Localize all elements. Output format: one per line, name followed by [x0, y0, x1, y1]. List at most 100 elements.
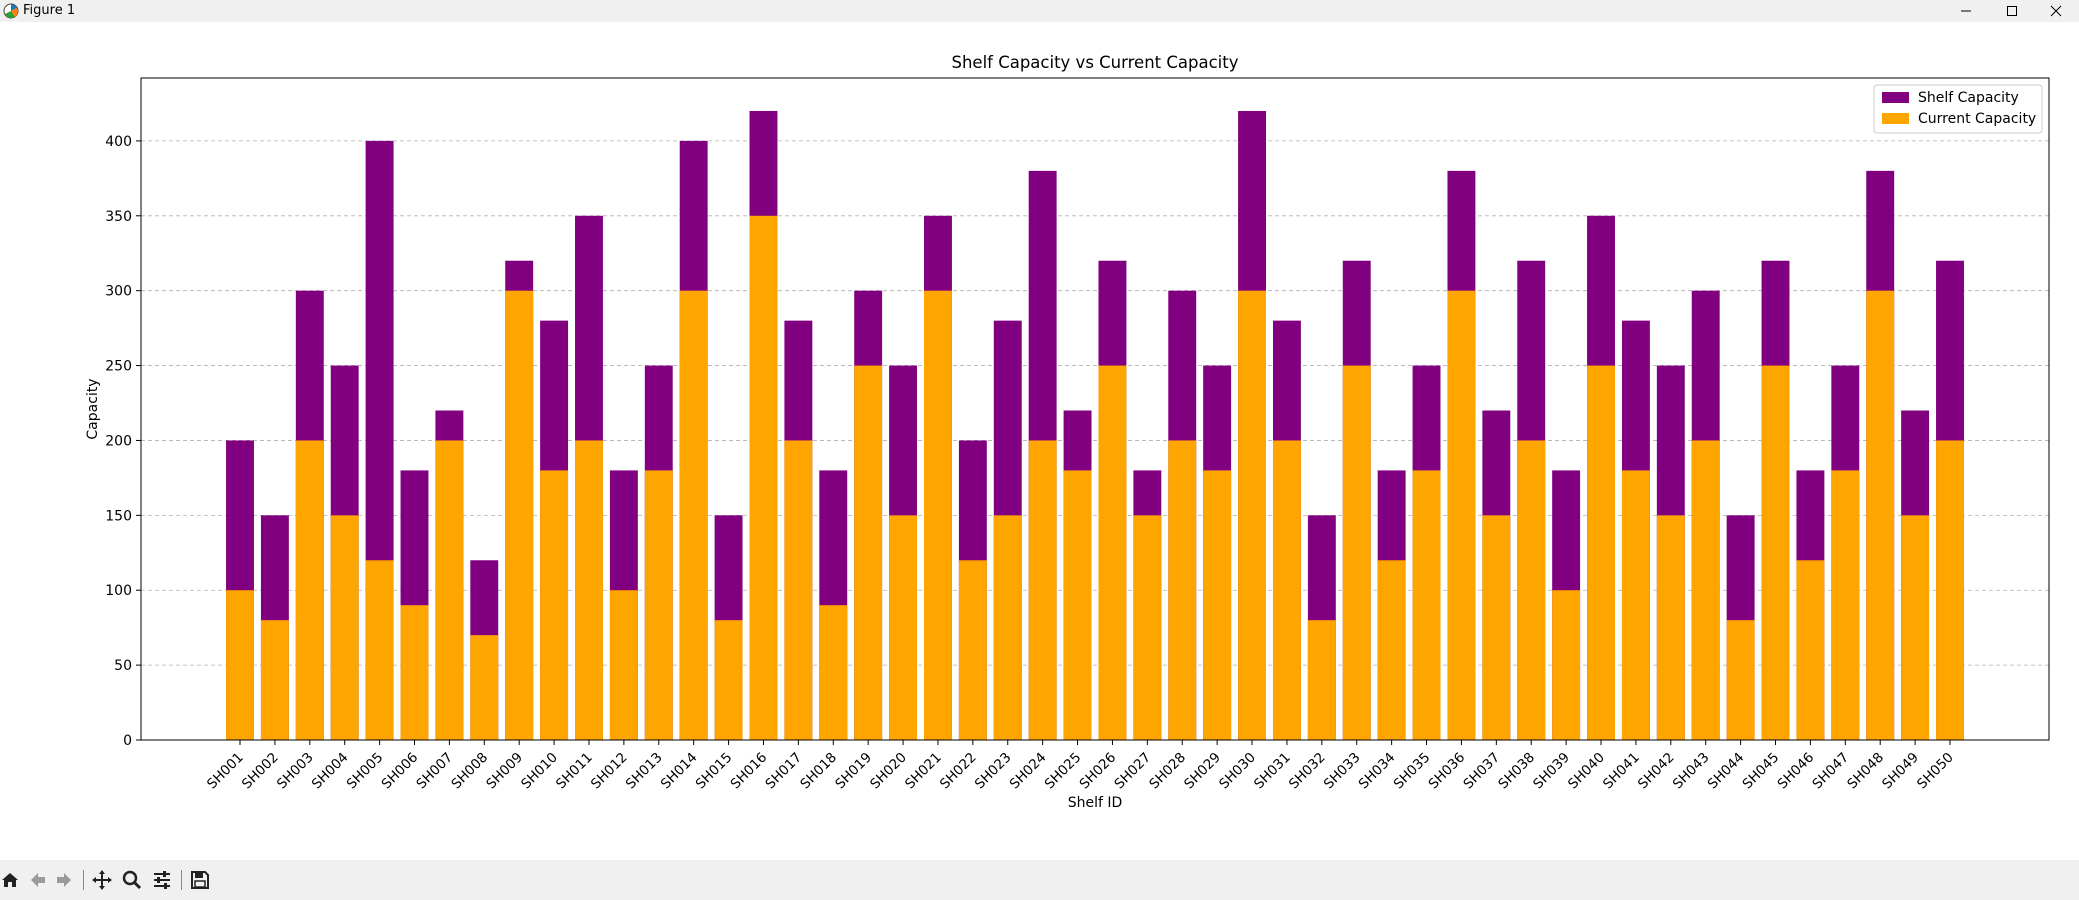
x-tick-label: SH048 [1844, 750, 1887, 793]
minimize-button[interactable] [1943, 0, 1989, 22]
current-capacity-bar [1447, 290, 1476, 740]
x-tick-label: SH038 [1495, 750, 1538, 793]
legend-swatch-shelf-capacity [1882, 92, 1909, 103]
toolbar-separator [181, 870, 182, 890]
current-capacity-bar [854, 365, 883, 740]
configure-subplots-icon [154, 871, 170, 889]
x-tick-label: SH028 [1146, 750, 1189, 793]
current-capacity-bar [749, 215, 778, 740]
current-capacity-bar [1203, 470, 1232, 740]
x-tick-label: SH046 [1774, 750, 1817, 793]
back-button[interactable] [26, 868, 50, 892]
home-button[interactable] [0, 868, 22, 892]
legend: Shelf Capacity Current Capacity [1873, 84, 2043, 134]
x-tick-label: SH044 [1705, 750, 1748, 793]
current-capacity-bar [575, 440, 603, 740]
x-tick-label: SH034 [1356, 750, 1399, 793]
x-tick-label: SH013 [623, 750, 666, 793]
plot-frame [140, 77, 2050, 741]
x-tick-label: SH017 [762, 750, 805, 793]
x-tick-label: SH049 [1879, 750, 1922, 793]
current-capacity-bar [1028, 440, 1057, 740]
x-tick-label: SH008 [448, 750, 491, 793]
current-capacity-bar [889, 515, 918, 740]
y-tick-label: 50 [114, 658, 132, 674]
x-tick-label: SH022 [937, 750, 980, 793]
current-capacity-bar [1412, 470, 1441, 740]
y-tick-label: 350 [105, 209, 132, 225]
x-tick-label: SH004 [309, 750, 352, 793]
maximize-button[interactable] [1989, 0, 2035, 22]
current-capacity-bar [1168, 440, 1197, 740]
x-tick-label: SH050 [1914, 750, 1957, 793]
pan-icon [92, 870, 112, 890]
close-button[interactable] [2033, 0, 2079, 22]
current-capacity-bar [819, 605, 848, 740]
x-tick-label: SH024 [1007, 750, 1050, 793]
x-tick-label: SH016 [728, 750, 771, 793]
current-capacity-bar [1866, 290, 1895, 740]
current-capacity-bar [330, 515, 359, 740]
x-tick-label: SH003 [274, 750, 317, 793]
pan-button[interactable] [90, 868, 114, 892]
x-tick-label: SH035 [1391, 750, 1434, 793]
current-capacity-bar [540, 470, 569, 740]
current-capacity-bar [784, 440, 813, 740]
current-capacity-bar [609, 590, 638, 740]
x-tick-label: SH032 [1286, 750, 1329, 793]
window-titlebar: Figure 1 [0, 0, 2079, 22]
x-tick-label: SH015 [693, 750, 736, 793]
x-tick-label: SH010 [518, 750, 561, 793]
current-capacity-bar [1133, 515, 1162, 740]
legend-swatch-current-capacity [1882, 113, 1909, 124]
x-axis-label: Shelf ID [1068, 795, 1123, 811]
current-capacity-bar [1552, 590, 1581, 740]
current-capacity-bar [365, 560, 394, 740]
current-capacity-bar [1901, 515, 1930, 740]
current-capacity-bars [226, 215, 1964, 740]
x-tick-label: SH020 [867, 750, 910, 793]
window-title: Figure 1 [23, 3, 76, 18]
current-capacity-bar [1342, 365, 1371, 740]
current-capacity-bar [260, 620, 289, 740]
legend-label-current-capacity: Current Capacity [1918, 111, 2036, 127]
x-tick-label: SH033 [1321, 750, 1364, 793]
x-tick-label: SH007 [413, 750, 456, 793]
forward-button[interactable] [52, 868, 76, 892]
current-capacity-bar [924, 290, 952, 740]
y-tick-label: 250 [105, 359, 132, 375]
x-tick-label: SH002 [239, 750, 282, 793]
x-tick-label: SH043 [1670, 750, 1713, 793]
x-tick-label: SH014 [658, 750, 701, 793]
current-capacity-bar [714, 620, 743, 740]
current-capacity-bar [1587, 365, 1615, 740]
current-capacity-bar [1517, 440, 1546, 740]
x-tick-label: SH019 [832, 750, 875, 793]
current-capacity-bar [1761, 365, 1790, 740]
y-tick-label: 200 [105, 433, 132, 449]
x-axis-ticks: SH001SH002SH003SH004SH005SH006SH007SH008… [204, 740, 1957, 792]
current-capacity-bar [679, 290, 708, 740]
minimize-icon [1961, 10, 1971, 12]
matplotlib-logo-icon [3, 3, 19, 19]
x-tick-label: SH029 [1181, 750, 1224, 793]
x-tick-label: SH041 [1600, 750, 1643, 793]
current-capacity-bar [993, 515, 1022, 740]
y-tick-label: 150 [105, 508, 132, 524]
navigation-toolbar [0, 860, 2079, 900]
current-capacity-bar [1726, 620, 1755, 740]
figure-canvas: Shelf Capacity vs Current Capacity 0 50 10… [0, 22, 2079, 860]
current-capacity-bar [470, 635, 499, 740]
save-button[interactable] [188, 868, 212, 892]
x-tick-label: SH047 [1809, 750, 1852, 793]
x-tick-label: SH023 [972, 750, 1015, 793]
x-tick-label: SH021 [902, 750, 945, 793]
y-axis-label: Capacity [85, 378, 101, 439]
current-capacity-bar [435, 440, 464, 740]
current-capacity-bar [1621, 470, 1650, 740]
configure-subplots-button[interactable] [150, 868, 174, 892]
zoom-button[interactable] [120, 868, 144, 892]
x-tick-label: SH045 [1740, 750, 1783, 793]
current-capacity-bar [226, 590, 254, 740]
x-tick-label: SH001 [204, 750, 247, 793]
